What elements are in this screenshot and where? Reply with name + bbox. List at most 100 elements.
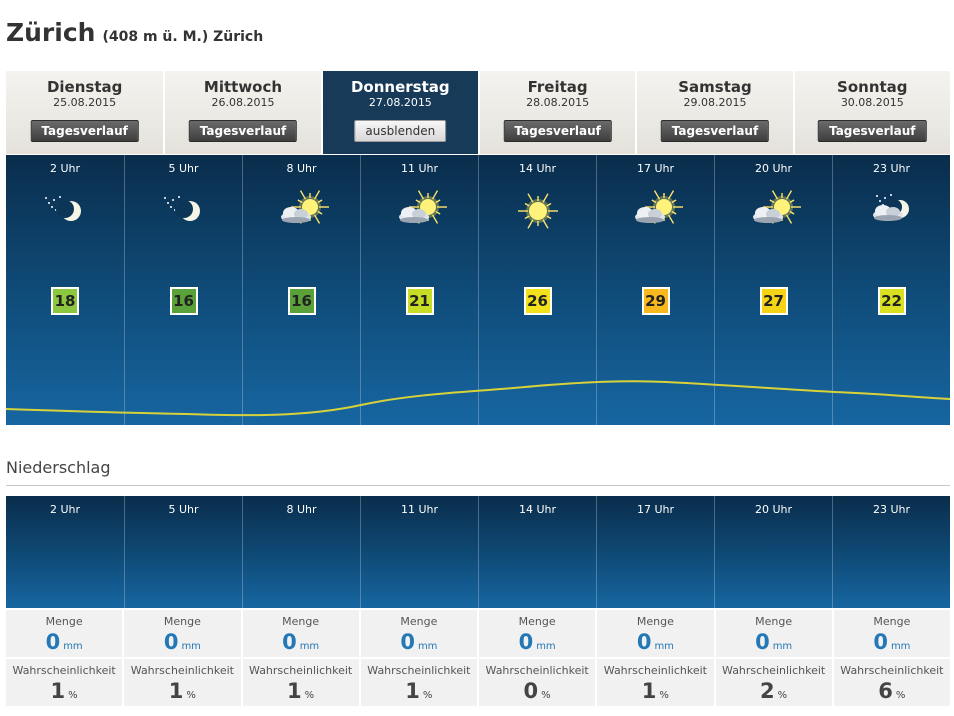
temperature-badge: 22: [877, 287, 906, 315]
day-tab-3[interactable]: Freitag 28.08.2015 Tagesverlauf: [477, 71, 636, 154]
hourly-columns: 2 Uhr 18 5 Uhr 16 8 Uhr 16 11 Uhr 21 14 Uhr 26 17 …: [6, 155, 950, 425]
sun-with-cloud-icon: [626, 189, 686, 233]
precipitation-probability-unit: %: [68, 690, 78, 701]
precipitation-amount-label: Menge: [400, 615, 438, 628]
day-name: Sonntag: [837, 78, 908, 96]
hour-label: 11 Uhr: [400, 503, 439, 516]
day-tab-0[interactable]: Dienstag 25.08.2015 Tagesverlauf: [6, 71, 164, 154]
precipitation-probability-label: Wahrscheinlichkeit: [722, 664, 826, 677]
hour-label: 8 Uhr: [286, 162, 317, 175]
sun-icon: [508, 189, 568, 233]
precipitation-amount-label: Menge: [636, 615, 674, 628]
day-tab-5[interactable]: Sonntag 30.08.2015 Tagesverlauf: [792, 71, 950, 154]
hour-label: 14 Uhr: [518, 503, 557, 516]
precipitation-amount-cell: Menge 0 mm: [833, 610, 950, 657]
hide-details-button[interactable]: ausblenden: [354, 120, 447, 142]
temperature-badge: 16: [287, 287, 316, 315]
moon-with-cloud-icon: [862, 189, 922, 233]
precipitation-column: 14 Uhr: [478, 496, 596, 608]
day-details-button[interactable]: Tagesverlauf: [660, 120, 770, 142]
precipitation-amount-number: 0: [636, 630, 652, 654]
precipitation-probability-number: 2: [760, 679, 775, 703]
precipitation-amount-label: Menge: [45, 615, 83, 628]
precipitation-probability-unit: %: [659, 690, 669, 701]
precipitation-amount-unit: mm: [181, 641, 201, 652]
temperature-badge: 16: [169, 287, 198, 315]
precipitation-amount-number: 0: [45, 630, 61, 654]
day-name: Donnerstag: [350, 78, 450, 96]
precipitation-probability-number: 1: [641, 679, 657, 703]
hourly-column: 14 Uhr 26: [478, 155, 596, 425]
day-tab-1[interactable]: Mittwoch 26.08.2015 Tagesverlauf: [163, 71, 321, 154]
day-details-button[interactable]: Tagesverlauf: [188, 120, 298, 142]
precipitation-amount-value: 0 mm: [597, 630, 713, 659]
temperature-badge: 18: [51, 287, 79, 315]
day-date: 26.08.2015: [211, 96, 275, 109]
precipitation-amount-unit: mm: [536, 641, 556, 652]
precipitation-amount-cell: Menge 0 mm: [6, 610, 123, 657]
precipitation-amount-unit: mm: [654, 641, 674, 652]
hourly-column: 5 Uhr 16: [124, 155, 242, 425]
clear-night-moon-icon: [154, 189, 214, 233]
clear-night-moon-icon: [35, 189, 95, 233]
day-details-button[interactable]: Tagesverlauf: [503, 120, 612, 142]
hourly-column: 20 Uhr 27: [714, 155, 832, 425]
precipitation-probability-unit: %: [304, 690, 315, 701]
precipitation-probability-label: Wahrscheinlichkeit: [485, 664, 589, 677]
precipitation-probability-number: 1: [168, 679, 184, 703]
precipitation-probability-label: Wahrscheinlichkeit: [603, 664, 707, 677]
hour-label: 5 Uhr: [168, 503, 199, 516]
precipitation-probability-unit: %: [422, 690, 433, 701]
sun-with-cloud-icon: [272, 189, 332, 233]
day-details-button[interactable]: Tagesverlauf: [30, 120, 139, 142]
precipitation-amount-cell: Menge 0 mm: [597, 610, 714, 659]
precipitation-amount-number: 0: [400, 630, 415, 654]
precipitation-probability-value: 2%: [716, 679, 832, 708]
precipitation-column: 17 Uhr: [596, 496, 714, 608]
precipitation-probability-value: 1%: [361, 679, 477, 708]
day-name: Dienstag: [46, 78, 123, 96]
precipitation-amount-number: 0: [873, 630, 888, 654]
city-title: Zürich: [6, 18, 96, 47]
precipitation-probability-cell: Wahrscheinlichkeit 1%: [360, 659, 477, 708]
precipitation-probability-unit: %: [541, 690, 551, 701]
day-name: Mittwoch: [203, 78, 283, 96]
precipitation-column: 20 Uhr: [714, 496, 832, 608]
day-name: Freitag: [527, 78, 588, 96]
precipitation-probability-label: Wahrscheinlichkeit: [840, 664, 944, 677]
temperature-badge: 26: [523, 287, 552, 315]
hour-label: 8 Uhr: [286, 503, 317, 516]
day-date: 27.08.2015: [368, 96, 432, 109]
precipitation-probability-label: Wahrscheinlichkeit: [249, 664, 353, 677]
precipitation-amount-number: 0: [282, 630, 297, 654]
day-details-button[interactable]: Tagesverlauf: [818, 120, 927, 142]
precipitation-columns: 2 Uhr 5 Uhr 8 Uhr 11 Uhr 14 Uhr 17 Uhr 20 Uhr 2…: [6, 496, 950, 608]
precipitation-probability-number: 1: [405, 679, 420, 703]
precipitation-amount-number: 0: [755, 630, 770, 654]
precipitation-column: 11 Uhr: [360, 496, 478, 608]
precipitation-amount-number: 0: [163, 630, 179, 654]
precipitation-amount-cell: Menge 0 mm: [715, 610, 832, 657]
precipitation-amount-cell: Menge 0 mm: [242, 610, 359, 657]
hour-label: 20 Uhr: [754, 162, 793, 175]
precipitation-probability-value: 0%: [479, 679, 595, 708]
hour-label: 5 Uhr: [168, 162, 199, 175]
precipitation-probability-unit: %: [895, 690, 906, 701]
hourly-column: 17 Uhr 29: [596, 155, 714, 425]
day-tab-2[interactable]: Donnerstag 27.08.2015 ausblenden: [320, 71, 478, 154]
hourly-column: 11 Uhr 21: [360, 155, 478, 425]
sun-with-cloud-icon: [744, 189, 804, 233]
day-tabs: Dienstag 25.08.2015 Tagesverlauf Mittwoch 26…: [6, 71, 950, 154]
hourly-column: 8 Uhr 16: [242, 155, 360, 425]
precipitation-amount-cell: Menge 0 mm: [479, 610, 596, 657]
precipitation-probability-number: 1: [287, 679, 302, 703]
precipitation-probability-number: 0: [523, 679, 539, 703]
hour-label: 11 Uhr: [400, 162, 439, 175]
precipitation-amount-value: 0 mm: [361, 630, 477, 659]
day-date: 29.08.2015: [683, 96, 747, 109]
location-subtitle: (408 m ü. M.) Zürich: [102, 29, 264, 45]
location-header: Zürich (408 m ü. M.) Zürich: [6, 18, 263, 52]
precipitation-amount-unit: mm: [63, 641, 83, 652]
day-tab-4[interactable]: Samstag 29.08.2015 Tagesverlauf: [635, 71, 793, 154]
precipitation-probability-cell: Wahrscheinlichkeit 1%: [6, 659, 123, 706]
